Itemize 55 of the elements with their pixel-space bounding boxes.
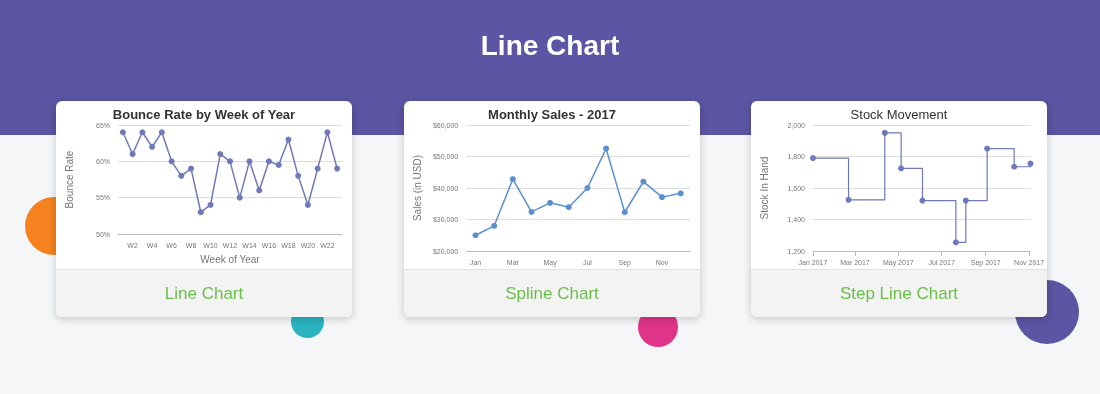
point <box>509 176 516 183</box>
point <box>547 199 554 206</box>
point <box>217 151 224 158</box>
point <box>256 187 263 194</box>
point <box>659 194 666 201</box>
point <box>139 129 146 136</box>
point <box>304 201 311 208</box>
point <box>178 172 185 179</box>
point <box>285 136 292 143</box>
point <box>1011 163 1018 170</box>
point <box>952 239 959 246</box>
point <box>565 204 572 211</box>
point <box>677 190 684 197</box>
text: Step Line Chart <box>839 284 959 304</box>
point <box>984 145 991 152</box>
point <box>275 161 282 168</box>
point <box>472 232 479 239</box>
chart-title: Stock Movement <box>850 107 948 122</box>
chart-title: Monthly Sales - 2017 <box>488 107 616 122</box>
point <box>810 155 816 162</box>
point <box>236 194 243 201</box>
point <box>324 129 331 136</box>
chart-title: Bounce Rate by Week of Year <box>112 107 296 122</box>
point <box>129 151 136 158</box>
point <box>227 158 233 165</box>
y-axis-title: Stock In Hand <box>758 156 770 220</box>
point <box>584 185 591 191</box>
y-axis-title: Bounce Rate <box>63 150 75 209</box>
point <box>207 201 214 208</box>
point <box>265 158 272 165</box>
point <box>158 129 165 136</box>
point <box>197 209 204 216</box>
text: Spline Chart <box>505 284 599 304</box>
point <box>149 143 156 150</box>
point <box>621 209 628 216</box>
point <box>1027 160 1034 167</box>
point <box>881 129 888 136</box>
point <box>295 172 302 179</box>
text: Line Chart <box>164 284 244 304</box>
point <box>491 222 498 229</box>
point <box>898 165 905 172</box>
point <box>334 165 341 172</box>
point <box>962 197 969 204</box>
text: Line Chart <box>479 30 621 62</box>
y-axis-title: Sales (in USD) <box>411 154 423 222</box>
point <box>168 158 175 165</box>
x-axis-title: Week of Year <box>200 253 261 265</box>
point <box>528 208 535 215</box>
point <box>188 165 195 172</box>
point <box>603 145 610 152</box>
point <box>314 165 321 172</box>
point <box>919 197 926 204</box>
point <box>845 196 852 203</box>
point <box>640 178 647 185</box>
point <box>119 129 126 136</box>
